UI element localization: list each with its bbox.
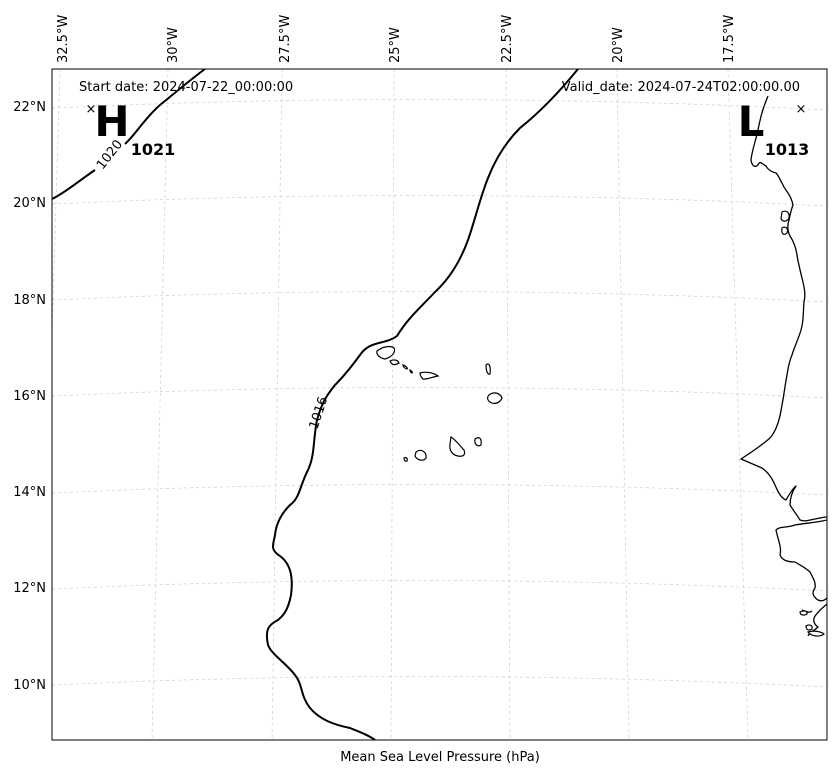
- longitude-tick-labels: 32.5°W 30°W 27.5°W 25°W 22.5°W 20°W 17.5…: [56, 15, 737, 63]
- coastal-islet: [799, 610, 808, 616]
- high-center-marker: ×: [86, 102, 97, 117]
- map-frame-background: [52, 69, 827, 740]
- latitude-tick-labels: 22°N 20°N 18°N 16°N 14°N 12°N 10°N: [13, 100, 46, 693]
- start-date-label: Start date: 2024-07-22_00:00:00: [79, 80, 293, 95]
- high-pressure-center: × H 1021: [86, 97, 176, 159]
- coastal-islet: [806, 630, 825, 637]
- map-frame: [51, 68, 828, 741]
- isobar-1020: [52, 69, 206, 200]
- coastline-guinea-bissau: [775, 519, 827, 602]
- low-pressure-center: × L 1013: [738, 97, 810, 159]
- low-center-marker: ×: [796, 102, 807, 117]
- valid-date-label: Valid_date: 2024-07-24T02:00:00.00: [562, 80, 800, 95]
- meridian-gridlines: [52, 69, 749, 740]
- coastal-islet: [780, 210, 790, 222]
- high-center-value: 1021: [131, 140, 176, 159]
- latitude-tick-label: 10°N: [13, 678, 46, 693]
- longitude-tick-label: 20°W: [611, 27, 626, 63]
- isobar-1016: [265, 69, 579, 740]
- coastal-islet: [781, 226, 789, 235]
- longitude-tick-label: 27.5°W: [278, 15, 293, 63]
- cape-verde-islands: [376, 345, 503, 462]
- longitude-tick-label: 22.5°W: [500, 15, 515, 63]
- coastal-islet: [805, 624, 813, 631]
- longitude-tick-label: 17.5°W: [722, 15, 737, 63]
- longitude-tick-label: 32.5°W: [56, 15, 71, 63]
- african-coastline: [740, 95, 827, 522]
- latitude-tick-label: 16°N: [13, 389, 46, 404]
- low-center-letter: L: [738, 97, 765, 146]
- latitude-tick-label: 12°N: [13, 581, 46, 596]
- high-center-letter: H: [94, 97, 129, 146]
- latitude-tick-label: 14°N: [13, 485, 46, 500]
- latitude-tick-label: 22°N: [13, 100, 46, 115]
- map-caption: Mean Sea Level Pressure (hPa): [340, 750, 540, 765]
- low-center-value: 1013: [765, 140, 810, 159]
- longitude-tick-label: 25°W: [388, 27, 403, 63]
- latitude-tick-label: 20°N: [13, 196, 46, 211]
- longitude-tick-label: 30°W: [166, 27, 181, 63]
- latitude-tick-label: 18°N: [13, 293, 46, 308]
